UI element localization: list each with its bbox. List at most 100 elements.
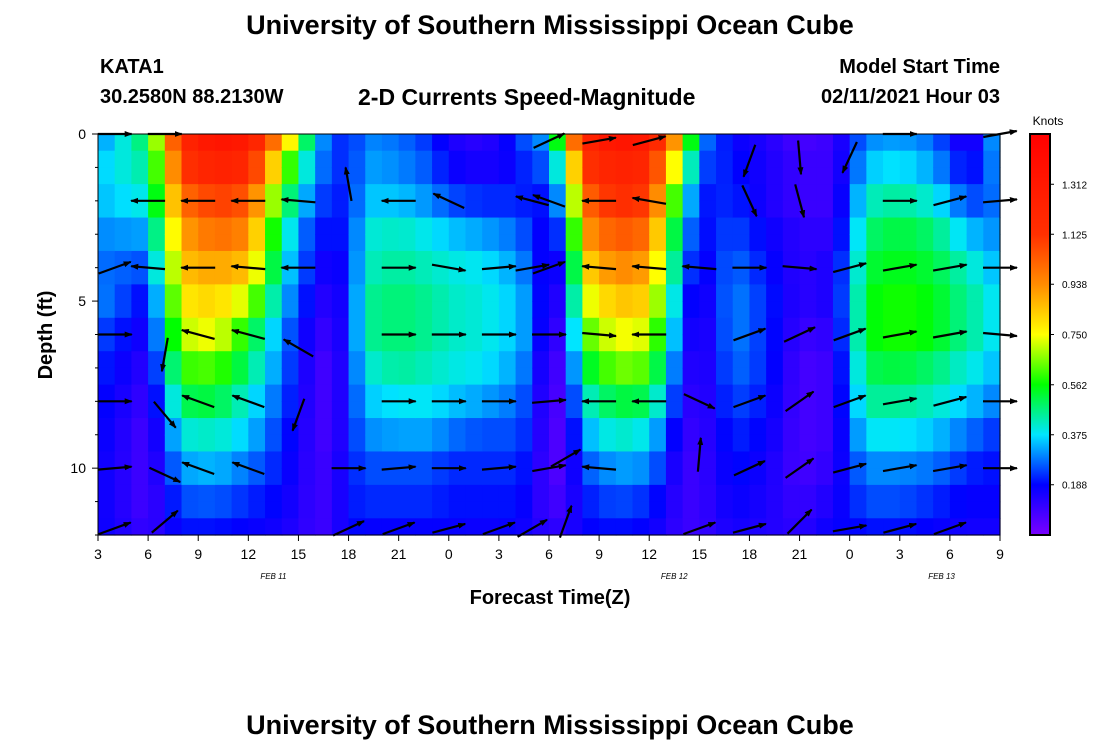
heat-cell: [699, 200, 717, 219]
heat-cell: [315, 434, 333, 453]
heat-cell: [615, 134, 634, 152]
heat-cell: [549, 184, 567, 202]
heat-cell: [966, 334, 984, 352]
heat-cell: [98, 351, 116, 369]
heat-cell: [298, 167, 316, 185]
heat-cell: [883, 200, 901, 219]
heat-cell: [331, 284, 350, 302]
heat-cell: [98, 301, 116, 319]
heat-cell: [699, 501, 717, 519]
heat-cell: [131, 401, 149, 419]
heat-cell: [582, 484, 600, 503]
heat-cell: [749, 351, 767, 369]
heat-cell: [248, 367, 266, 386]
heat-cell: [265, 418, 283, 436]
heat-cell: [699, 334, 717, 352]
heat-cell: [582, 351, 600, 369]
heat-cell: [231, 518, 249, 536]
heat-cell: [582, 301, 600, 319]
heat-cell: [582, 367, 600, 386]
heat-cell: [498, 418, 517, 436]
heat-cell: [98, 217, 116, 235]
heat-cell: [649, 284, 667, 302]
heat-cell: [716, 418, 734, 436]
heat-cell: [716, 384, 734, 402]
colorbar-label: 1.312: [1062, 180, 1087, 191]
current-vector: [98, 521, 132, 536]
heat-cell: [482, 451, 500, 469]
heat-cell: [599, 434, 617, 453]
heat-cell: [348, 150, 366, 169]
heat-cell: [866, 184, 884, 202]
heat-cell: [465, 301, 483, 319]
heat-cell: [331, 401, 350, 419]
heat-cell: [214, 384, 233, 402]
heat-cell: [214, 317, 233, 336]
heat-cell: [732, 451, 751, 469]
heat-cell: [131, 367, 149, 386]
heat-cell: [465, 284, 483, 302]
heat-cell: [816, 418, 834, 436]
heat-cell: [849, 401, 867, 419]
heat-cell: [549, 284, 567, 302]
heat-cell: [899, 200, 918, 219]
heat-cell: [799, 367, 817, 386]
current-vector: [515, 262, 550, 272]
heat-cell: [665, 451, 684, 469]
heat-cell: [983, 184, 1001, 202]
heat-cell: [599, 518, 617, 536]
heat-cell: [381, 301, 400, 319]
heat-cell: [432, 468, 450, 486]
heat-cell: [866, 501, 884, 519]
heat-cell: [983, 200, 1001, 219]
heat-cell: [983, 267, 1001, 285]
heat-cell: [448, 200, 467, 219]
heat-cell: [782, 234, 801, 252]
heat-cell: [398, 301, 416, 319]
heat-cell: [515, 451, 533, 469]
heat-cell: [632, 518, 650, 536]
heat-cell: [281, 367, 300, 386]
heat-cell: [983, 150, 1001, 169]
heat-cell: [565, 468, 583, 486]
heat-cell: [782, 501, 801, 519]
heat-cell: [966, 434, 984, 453]
model-start-time: 02/11/2021 Hour 03: [820, 86, 1000, 108]
heat-cell: [131, 484, 149, 503]
heat-cell: [331, 334, 350, 352]
heat-cell: [398, 367, 416, 386]
heat-cell: [883, 184, 901, 202]
heat-cell: [899, 134, 918, 152]
heat-cell: [665, 200, 684, 219]
current-vector: [532, 193, 566, 208]
heat-cell: [716, 501, 734, 519]
heat-cell: [298, 217, 316, 235]
heat-cell: [248, 501, 266, 519]
heat-cell: [732, 250, 751, 269]
heat-cell: [866, 267, 884, 285]
heat-cell: [214, 250, 233, 269]
heat-cell: [348, 284, 366, 302]
current-vector: [832, 523, 868, 533]
heat-cell: [832, 384, 851, 402]
heat-cell: [866, 134, 884, 152]
heat-cell: [114, 434, 132, 453]
heat-cell: [298, 284, 316, 302]
heat-cell: [131, 351, 149, 369]
heat-cell: [181, 167, 199, 185]
heat-cell: [114, 501, 132, 519]
current-vector: [517, 518, 548, 538]
heat-cell: [315, 351, 333, 369]
heat-cell: [649, 234, 667, 252]
heat-cell: [315, 167, 333, 185]
heat-cell: [933, 301, 951, 319]
heat-cell: [682, 401, 700, 419]
heat-cell: [498, 384, 517, 402]
heat-cell: [181, 284, 199, 302]
heat-cell: [415, 200, 433, 219]
heat-cell: [365, 468, 383, 486]
heat-cell: [899, 351, 918, 369]
current-vector: [841, 141, 858, 174]
heat-cell: [265, 217, 283, 235]
heat-cell: [181, 217, 199, 235]
